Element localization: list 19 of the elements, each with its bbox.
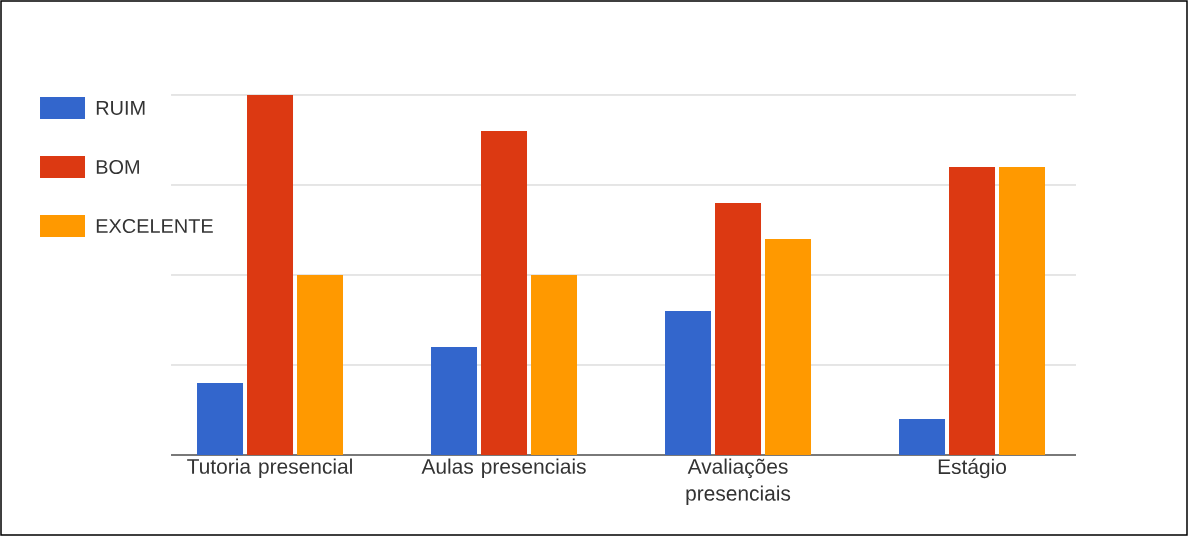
- legend-label: BOM: [96, 159, 139, 175]
- x-tick-label: Avaliações presenciais: [686, 458, 791, 505]
- x-tick-label: Aulas presenciais: [421, 458, 586, 479]
- bar: [247, 94, 294, 455]
- bar: [297, 274, 344, 455]
- bar: [999, 166, 1046, 455]
- bar: [481, 130, 528, 455]
- bar: [715, 202, 762, 455]
- bar: [431, 346, 478, 455]
- bar: [531, 274, 578, 455]
- bar: [899, 418, 946, 455]
- legend-label: RUIM: [96, 101, 145, 115]
- x-tick-label: Estágio: [938, 458, 1007, 479]
- bar: [665, 310, 712, 455]
- bar: [765, 238, 812, 455]
- bar: [197, 382, 244, 455]
- x-tick-label: Tutoria presencial: [187, 458, 352, 479]
- bar: [949, 166, 996, 455]
- legend-label: EXCELENTE: [96, 218, 213, 234]
